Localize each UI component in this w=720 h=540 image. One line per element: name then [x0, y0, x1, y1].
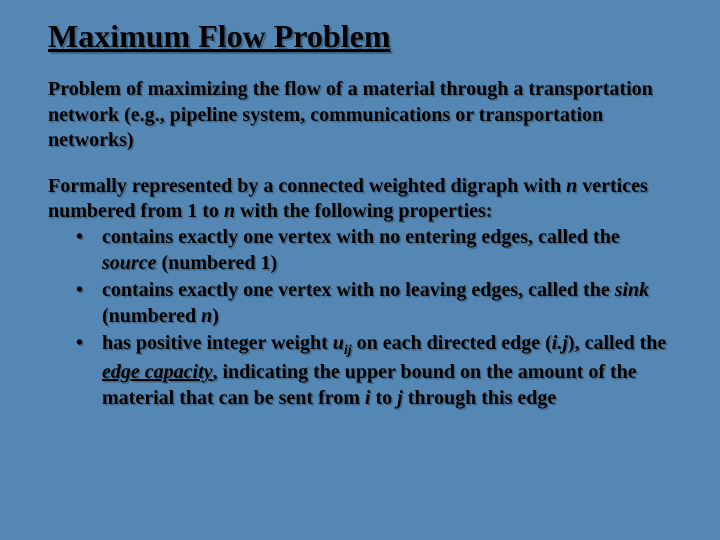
b3-text-c: ), called the — [568, 332, 666, 354]
term-sink: sink — [615, 279, 649, 301]
b1-text-b: (numbered 1) — [156, 252, 277, 274]
term-source: source — [102, 252, 156, 274]
term-edge-capacity: edge capacity — [102, 361, 213, 383]
var-n-1: n — [566, 175, 577, 197]
var-n-3: n — [201, 305, 212, 327]
slide: Maximum Flow Problem Problem of maximizi… — [0, 0, 720, 411]
property-list: contains exactly one vertex with no ente… — [48, 225, 672, 411]
list-item: contains exactly one vertex with no leav… — [76, 278, 672, 329]
slide-title: Maximum Flow Problem — [48, 18, 672, 55]
b3-text-b: on each directed edge ( — [352, 332, 552, 354]
formal-paragraph: Formally represented by a connected weig… — [48, 174, 672, 412]
var-ij-pair: i.j — [552, 332, 568, 354]
b2-text-a: contains exactly one vertex with no leav… — [102, 279, 615, 301]
formal-text-a: Formally represented by a connected weig… — [48, 175, 566, 197]
b3-text-f: through this edge — [403, 387, 557, 409]
intro-paragraph: Problem of maximizing the flow of a mate… — [48, 77, 672, 154]
b3-text-a: has positive integer weight — [102, 332, 333, 354]
list-item: contains exactly one vertex with no ente… — [76, 225, 672, 276]
b1-text-a: contains exactly one vertex with no ente… — [102, 226, 620, 248]
b2-text-c: ) — [212, 305, 219, 327]
b2-text-b: (numbered — [102, 305, 201, 327]
list-item: has positive integer weight uij on each … — [76, 331, 672, 411]
var-u: u — [333, 332, 344, 354]
var-n-2: n — [224, 200, 235, 222]
sub-ij: ij — [344, 343, 352, 358]
b3-text-e: to — [370, 387, 397, 409]
formal-text-c: with the following properties: — [235, 200, 492, 222]
